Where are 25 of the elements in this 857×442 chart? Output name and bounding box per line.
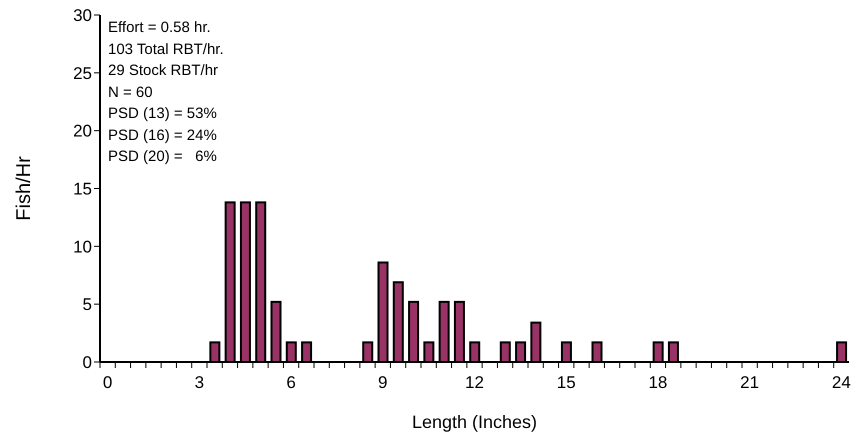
x-tick-label: 21	[740, 373, 760, 392]
annotation: N = 60	[108, 82, 154, 102]
annotation: 103 Total RBT/hr.	[108, 40, 224, 60]
x-tick-label: 3	[194, 373, 204, 392]
annotation: PSD (20) = 6%	[108, 147, 218, 167]
x-tick-label: 0	[102, 373, 112, 392]
annotation: 29 Stock RBT/hr	[108, 61, 220, 81]
x-tick-label: 15	[556, 373, 576, 392]
x-tick-label: 24	[832, 373, 851, 392]
y-tick-label: 10	[73, 237, 92, 256]
x-tick-label: 12	[465, 373, 484, 392]
y-tick-label: 20	[73, 122, 92, 141]
x-tick-label: 18	[648, 373, 668, 392]
y-tick-label: 0	[82, 353, 92, 372]
x-tick-label: 9	[378, 373, 388, 392]
x-tick-label: 6	[286, 373, 296, 392]
y-tick-label: 15	[73, 180, 92, 199]
y-tick-label: 30	[73, 6, 92, 26]
annotation: Effort = 0.58 hr.	[108, 18, 212, 38]
y-tick-label: 25	[73, 64, 92, 83]
annotation: PSD (16) = 24%	[108, 126, 218, 146]
x-axis-title: Length (Inches)	[412, 412, 538, 432]
y-tick-label: 5	[82, 295, 92, 314]
y-axis-title: Fish/Hr	[13, 156, 35, 221]
annotation: PSD (13) = 53%	[108, 104, 218, 124]
